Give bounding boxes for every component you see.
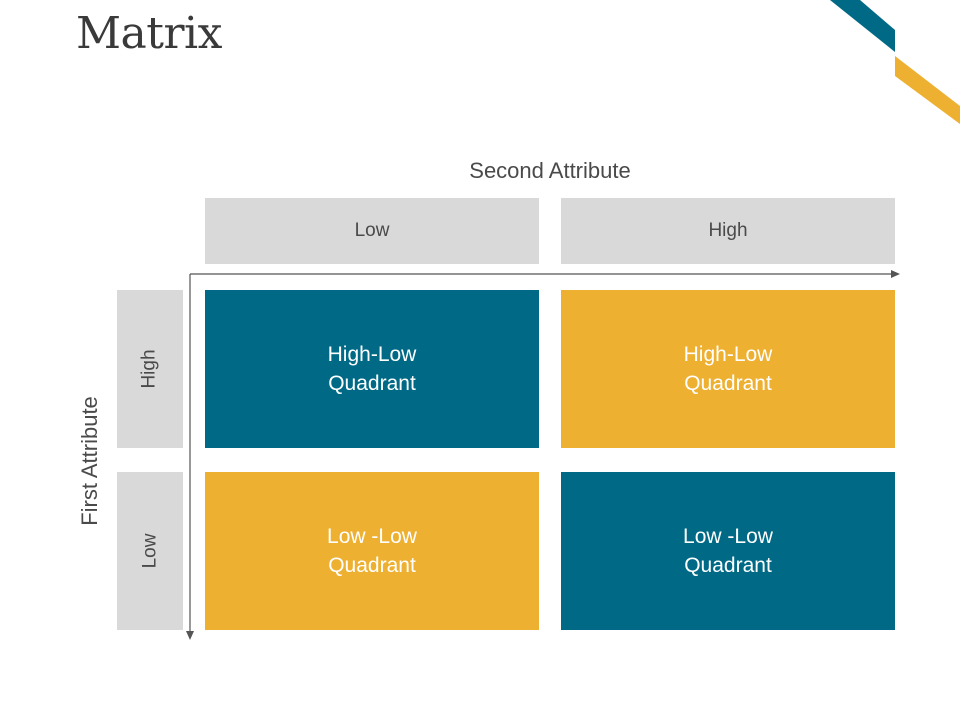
quadrant-high-low: High-Low Quadrant (205, 290, 539, 448)
quadrant-label: Low -Low Quadrant (327, 525, 417, 577)
row-header-high: High (117, 290, 183, 448)
column-header-low: Low (205, 198, 539, 264)
row-header-low: Low (117, 472, 183, 630)
teal-stripe (830, 0, 895, 52)
row-header-low-label: Low (138, 533, 160, 569)
column-header-high-label: High (708, 220, 748, 241)
page-title: Matrix (76, 8, 222, 59)
column-header-high: High (561, 198, 895, 264)
second-attribute-label: Second Attribute (469, 158, 631, 183)
row-header-high-label: High (138, 349, 160, 389)
column-header-low-label: Low (354, 220, 390, 241)
first-attribute-label: First Attribute (77, 396, 102, 526)
quadrant-high-high: High-Low Quadrant (561, 290, 895, 448)
quadrant-low-high: Low -Low Quadrant (561, 472, 895, 630)
quadrant-label: High-Low Quadrant (683, 343, 773, 395)
quadrant-low-low: Low -Low Quadrant (205, 472, 539, 630)
quadrant-label: Low -Low Quadrant (683, 525, 773, 577)
gold-stripe (895, 56, 960, 124)
quadrant-label: High-Low Quadrant (327, 343, 417, 395)
